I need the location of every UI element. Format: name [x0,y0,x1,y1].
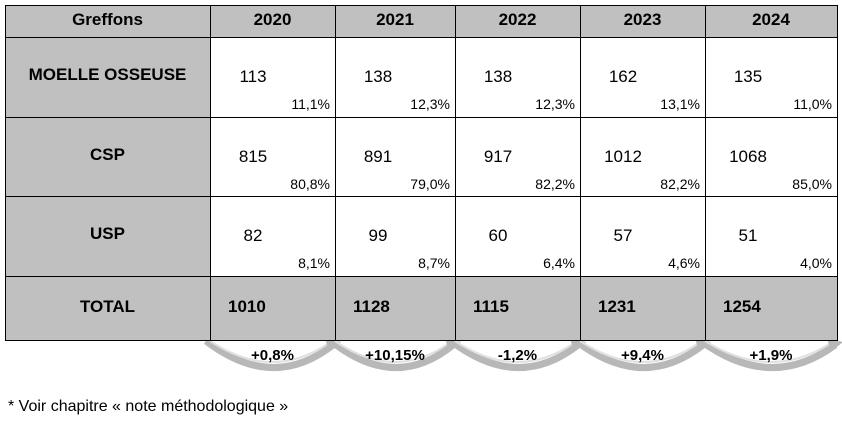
header-text: 2022 [498,10,537,29]
total-value: 1128 [353,297,390,316]
growth-arc-inner [334,340,450,363]
share: 8,1% [298,255,330,271]
growth-arc-inner [704,340,832,363]
count: 138 [363,67,393,86]
growth-arc-inner [454,340,575,363]
total-value: 1010 [228,297,266,316]
row-label: MOELLE OSSEUSE [28,65,187,84]
count: 1068 [729,147,767,166]
share: 4,6% [668,255,700,271]
count: 138 [483,67,513,86]
count: 917 [483,147,513,166]
header-text: 2024 [752,10,790,29]
count: 162 [608,67,638,86]
total-value: 1231 [598,297,636,316]
share: 82,2% [660,176,700,192]
total-cell [580,276,706,341]
share: 85,0% [792,176,832,192]
count: 51 [738,226,758,245]
count: 815 [238,147,268,166]
header-text: Greffons [72,10,143,29]
share: 82,2% [535,176,575,192]
growth-label: +0,8% [251,347,294,364]
share: 8,7% [418,255,450,271]
growth-label: +1,9% [749,347,793,364]
share: 11,1% [291,96,330,112]
count: 1012 [604,147,642,166]
growth-label: -1,2% [497,347,538,364]
share: 4,0% [800,255,832,271]
count: 113 [239,67,267,86]
share: 12,3% [410,96,450,112]
count: 891 [363,147,393,166]
count: 57 [613,226,633,245]
share: 11,0% [793,96,832,112]
growth-arc [448,338,581,372]
total-cell [455,276,581,341]
arrow-head [827,338,842,352]
header-text: 2020 [253,10,292,29]
row-label-cell [5,37,211,118]
footnote: * Voir chapitre « note méthodologique » [8,398,289,415]
total-value: 1254 [723,297,761,316]
growth-arc [573,338,706,372]
share: 80,8% [290,176,330,192]
growth-arc [203,338,336,372]
row-label: CSP [90,145,125,164]
share: 12,3% [535,96,575,112]
total-label: TOTAL [79,297,136,316]
total-label-cell [5,276,211,341]
total-cell [705,276,838,341]
share: 13,1% [660,96,700,112]
count: 60 [488,226,508,245]
growth-arc [328,338,456,372]
share: 6,4% [543,255,575,271]
row-label: USP [90,224,125,243]
count: 99 [368,226,388,245]
total-value: 1115 [473,297,509,316]
share: 79,0% [410,176,450,192]
growth-label: +9,4% [621,347,664,364]
growth-arc-inner [579,340,700,363]
total-cell [335,276,456,341]
growth-arc-inner [209,340,330,363]
header-text: 2021 [376,10,414,29]
growth-arc [698,338,838,372]
count: 135 [733,67,763,86]
header-text: 2023 [623,10,662,29]
count: 82 [243,226,263,245]
growth-label: +10,15% [365,347,425,364]
